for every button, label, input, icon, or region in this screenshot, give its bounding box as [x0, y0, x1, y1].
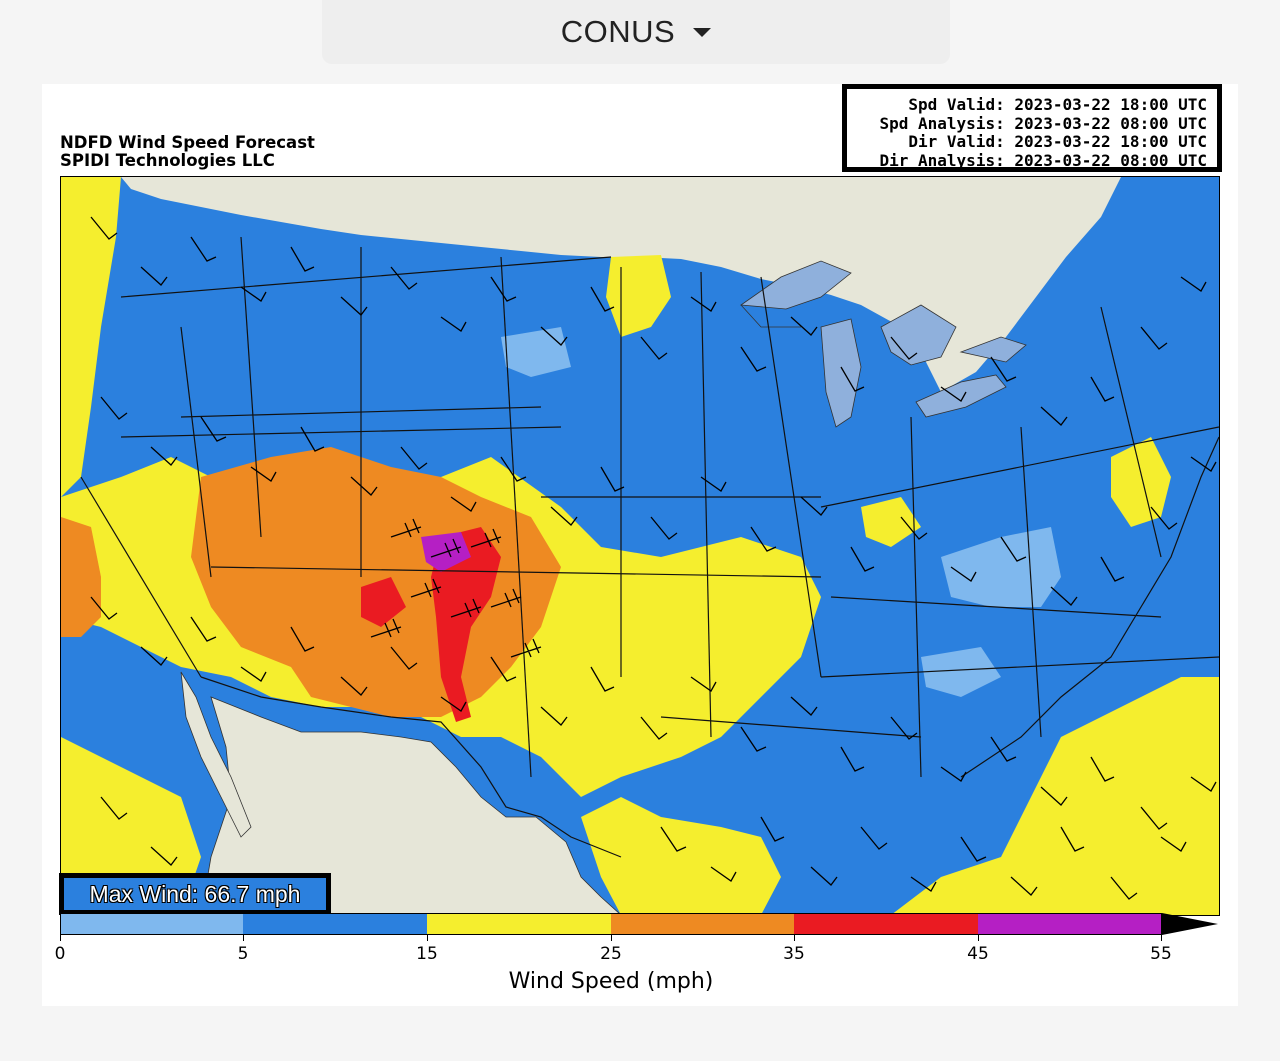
valid-times-box: Spd Valid: 2023-03-22 18:00 UTC Spd Anal…	[842, 84, 1222, 172]
canada-land	[121, 177, 1121, 392]
baja-peninsula	[180, 671, 252, 838]
wind-speed-map	[60, 176, 1220, 916]
wind-zone-35-45	[361, 527, 501, 722]
colorbar-bin-5-15	[243, 913, 427, 935]
dir-analysis-line: Dir Analysis: 2023-03-22 08:00 UTC	[879, 150, 1207, 170]
colorbar-tick	[1161, 935, 1162, 941]
colorbar-tick	[978, 935, 979, 941]
colorbar-tick-label: 15	[416, 944, 438, 964]
colorbar-tick	[60, 935, 61, 941]
coastline	[200, 436, 1219, 858]
colorbar-tick-label: 0	[54, 944, 66, 964]
dir-valid-line: Dir Valid: 2023-03-22 18:00 UTC	[908, 132, 1207, 151]
state-borders	[80, 236, 1219, 778]
colorbar-bin-35-45	[794, 913, 978, 935]
lake-michigan-shore	[740, 304, 801, 328]
max-wind-label: Max Wind: 66.7 mph	[59, 873, 331, 915]
colorbar-bin-0-5	[60, 913, 243, 935]
colorbar-bin-25-35	[611, 913, 794, 935]
colorbar-bin-15-25	[427, 913, 611, 935]
chevron-down-icon	[693, 27, 712, 37]
great-lakes	[739, 260, 1027, 428]
colorbar-tick-label: 45	[967, 944, 989, 964]
wind-forecast-figure: NDFD Wind Speed Forecast SPIDI Technolog…	[42, 84, 1238, 1006]
wind-speed-colorbar	[60, 913, 1220, 941]
colorbar-border	[60, 913, 1162, 935]
colorbar-tick	[427, 935, 428, 941]
figure-title: NDFD Wind Speed Forecast SPIDI Technolog…	[60, 134, 315, 170]
colorbar-bin-45-55	[978, 913, 1162, 935]
wind-barbs	[90, 216, 1217, 900]
spd-valid-line: Spd Valid: 2023-03-22 18:00 UTC	[908, 95, 1207, 114]
colorbar-tick-label: 25	[600, 944, 622, 964]
region-dropdown-label: CONUS	[560, 14, 676, 49]
colorbar-tick	[243, 935, 244, 941]
colorbar-extend-arrow	[1162, 913, 1218, 935]
colorbar-tick-label: 35	[783, 944, 805, 964]
colorbar-tick	[794, 935, 795, 941]
mexico-land	[200, 696, 622, 915]
colorbar-tick-label: 5	[237, 944, 249, 964]
colorbar-tick-label: 55	[1150, 944, 1172, 964]
spd-analysis-line: Spd Analysis: 2023-03-22 08:00 UTC	[879, 113, 1207, 133]
figure-title-line2: SPIDI Technologies LLC	[60, 151, 275, 170]
figure-title-line1: NDFD Wind Speed Forecast	[60, 133, 315, 152]
region-dropdown[interactable]: CONUS	[322, 0, 950, 64]
colorbar-label: Wind Speed (mph)	[508, 969, 714, 994]
colorbar-tick	[611, 935, 612, 941]
